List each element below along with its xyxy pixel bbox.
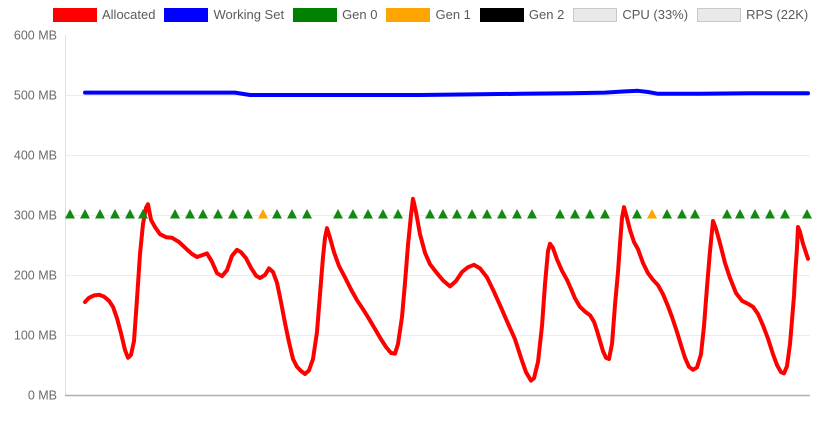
y-axis-tick-label: 100 MB <box>14 329 57 343</box>
cpu-swatch <box>573 8 618 22</box>
gen-0-marker <box>662 209 672 219</box>
working-set-swatch <box>164 8 209 22</box>
allocated-line <box>83 196 810 383</box>
allocated-label: Allocated <box>102 7 156 22</box>
gen-1-marker <box>647 209 657 219</box>
chart-legend: Allocated Working Set Gen 0 Gen 1 Gen 2 … <box>53 7 808 23</box>
gen0-swatch <box>293 8 338 22</box>
legend-item-working-set[interactable]: Working Set <box>164 7 284 23</box>
gen-0-marker <box>287 209 297 219</box>
gen-0-marker <box>570 209 580 219</box>
y-axis-tick-label: 500 MB <box>14 89 57 103</box>
y-axis-tick-label: 600 MB <box>14 29 57 43</box>
gen-0-marker <box>632 209 642 219</box>
rps-label: RPS (22K) <box>746 7 809 22</box>
gen-0-marker <box>735 209 745 219</box>
gen-1-marker <box>258 209 268 219</box>
gen-0-marker <box>690 209 700 219</box>
legend-item-cpu[interactable]: CPU (33%) <box>573 7 688 23</box>
gen-0-marker <box>333 209 343 219</box>
gen-0-marker <box>198 209 208 219</box>
gen-0-marker <box>302 209 312 219</box>
gen-0-marker <box>272 209 282 219</box>
working-set-line <box>83 88 810 97</box>
legend-item-gen0[interactable]: Gen 0 <box>293 7 377 23</box>
gen-0-marker <box>80 209 90 219</box>
y-axis-tick-label: 200 MB <box>14 269 57 283</box>
gen-0-marker <box>677 209 687 219</box>
gen-0-marker <box>750 209 760 219</box>
gen-0-marker <box>452 209 462 219</box>
gen-0-marker <box>170 209 180 219</box>
gen-0-marker <box>585 209 595 219</box>
cpu-label: CPU (33%) <box>622 7 689 22</box>
working-set-label: Working Set <box>213 7 285 22</box>
legend-item-allocated[interactable]: Allocated <box>53 7 155 23</box>
legend-item-gen2[interactable]: Gen 2 <box>479 7 565 23</box>
gen-0-marker <box>213 209 223 219</box>
gen-0-marker <box>378 209 388 219</box>
y-axis-tick-label: 0 MB <box>28 389 57 403</box>
gen-0-marker <box>425 209 435 219</box>
legend-item-gen1[interactable]: Gen 1 <box>386 7 471 23</box>
gen1-swatch <box>386 8 431 22</box>
gen-0-marker <box>65 209 75 219</box>
gen-0-marker <box>125 209 135 219</box>
gen-0-marker <box>780 209 790 219</box>
gen1-label: Gen 1 <box>435 7 471 22</box>
gen-0-marker <box>512 209 522 219</box>
gen2-swatch <box>479 8 524 22</box>
allocated-swatch <box>53 8 97 22</box>
gen-0-marker <box>722 209 732 219</box>
gen-0-marker <box>467 209 477 219</box>
gen-0-marker <box>138 209 148 219</box>
gen-0-marker <box>555 209 565 219</box>
gen-0-marker <box>497 209 507 219</box>
gen-0-marker <box>802 209 812 219</box>
gen0-label: Gen 0 <box>342 7 378 22</box>
gen-0-marker <box>110 209 120 219</box>
gen-0-marker <box>600 209 610 219</box>
gen-0-marker <box>393 209 403 219</box>
gen-0-marker <box>482 209 492 219</box>
gen-0-marker <box>363 209 373 219</box>
gen-0-marker <box>95 209 105 219</box>
gen-0-marker <box>243 209 253 219</box>
y-axis-tick-label: 300 MB <box>14 209 57 223</box>
gen-0-marker <box>348 209 358 219</box>
gen-0-marker <box>527 209 537 219</box>
gen-0-marker <box>185 209 195 219</box>
gen2-label: Gen 2 <box>528 7 565 22</box>
gen-0-marker <box>228 209 238 219</box>
legend-item-rps[interactable]: RPS (22K) <box>697 7 808 23</box>
gen-0-marker <box>765 209 775 219</box>
gen-0-marker <box>438 209 448 219</box>
y-axis-tick-label: 400 MB <box>14 149 57 163</box>
rps-swatch <box>697 8 742 22</box>
